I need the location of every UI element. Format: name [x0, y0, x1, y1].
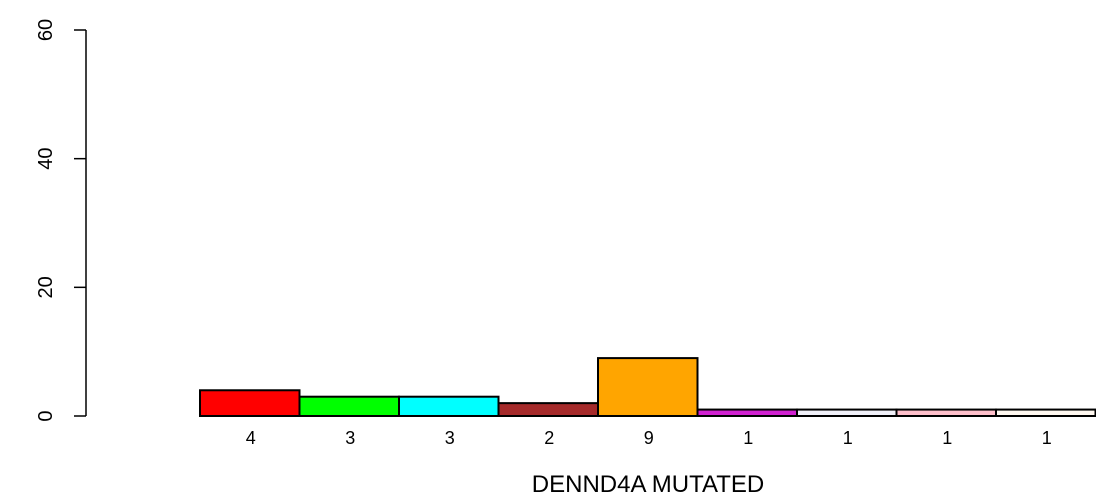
- bar: [995, 408, 1096, 418]
- x-axis-title: DENND4A MUTATED: [532, 471, 764, 498]
- bar-value-label: 3: [345, 428, 355, 448]
- bar-value-label: 2: [544, 428, 554, 448]
- y-tick-label: 40: [35, 148, 57, 170]
- bar-value-label: 1: [942, 428, 952, 448]
- bar-value-label: 9: [644, 428, 654, 448]
- y-tick-label: 20: [35, 276, 57, 298]
- bar: [398, 395, 500, 418]
- bar-value-label: 1: [1042, 428, 1052, 448]
- bar: [796, 408, 898, 418]
- bar-value-label: 1: [743, 428, 753, 448]
- y-tick-label: 0: [35, 410, 57, 421]
- bar-value-label: 3: [445, 428, 455, 448]
- bar-value-label: 4: [246, 428, 256, 448]
- y-tick-label: 60: [35, 19, 57, 41]
- bar: [597, 357, 699, 418]
- bar: [497, 402, 599, 417]
- bar-value-label: 1: [843, 428, 853, 448]
- bar: [696, 408, 798, 418]
- y-axis: 0 20 40 60: [35, 19, 87, 422]
- bar: [895, 408, 997, 418]
- bar: [199, 389, 301, 417]
- bars: [199, 357, 1096, 418]
- bar: [298, 395, 400, 418]
- bar-labels: 4 3 3 2 9 1 1 1 1: [246, 428, 1052, 448]
